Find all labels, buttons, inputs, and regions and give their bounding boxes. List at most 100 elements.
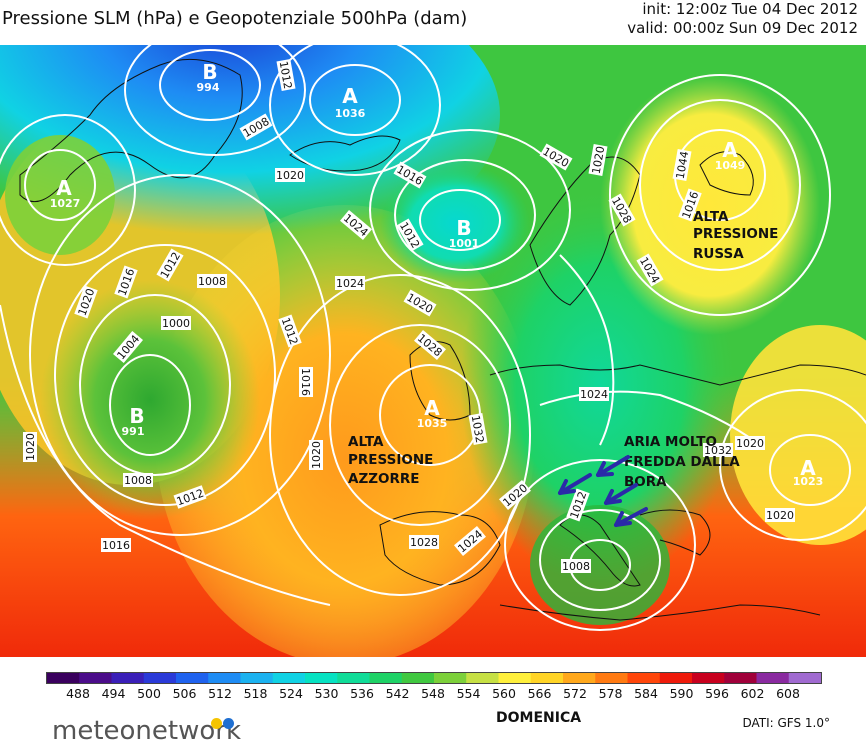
color-swatch — [305, 673, 338, 683]
svg-text:FREDDA DALLA: FREDDA DALLA — [624, 454, 740, 470]
isobar-label: 1020 — [24, 433, 37, 461]
arrow-icon — [604, 483, 638, 505]
isobar-label: 1032 — [469, 414, 487, 444]
color-swatch — [756, 673, 790, 683]
isobar-label: 1032 — [704, 444, 732, 457]
isobar-label: 1020 — [310, 441, 323, 469]
valid-time: valid: 00:00z Sun 09 Dec 2012 — [627, 19, 858, 37]
isobar-label: 1020 — [276, 169, 304, 182]
svg-text:RUSSA: RUSSA — [693, 246, 744, 262]
annotations: ALTA PRESSIONE RUSSA ALTA PRESSIONE AZZO… — [348, 209, 778, 490]
color-tick-label: 566 — [527, 686, 552, 701]
svg-text:A: A — [342, 84, 358, 108]
svg-text:PRESSIONE: PRESSIONE — [693, 226, 778, 242]
color-swatch — [337, 673, 370, 683]
color-swatch — [498, 673, 532, 683]
color-tick-label: 590 — [669, 686, 694, 701]
color-tick-label: 518 — [243, 686, 268, 701]
svg-text:1027: 1027 — [50, 197, 81, 210]
color-scale-ticks: 488 494 500 506 512 518 524 530 536 542 548 554 560 5… — [46, 686, 820, 702]
svg-text:1036: 1036 — [335, 107, 366, 120]
color-tick-label: 608 — [776, 686, 800, 701]
color-tick-label: 488 — [66, 686, 90, 701]
isobar-label: 1020 — [736, 437, 764, 450]
svg-text:AZZORRE: AZZORRE — [348, 471, 420, 487]
svg-text:ARIA MOLTO: ARIA MOLTO — [624, 434, 717, 450]
svg-text:994: 994 — [197, 81, 220, 94]
annotation-azores: ALTA PRESSIONE AZZORRE — [348, 434, 433, 487]
isobar-label: 1016 — [102, 539, 130, 552]
isobar-label: 1000 — [162, 317, 190, 330]
init-time: init: 12:00z Tue 04 Dec 2012 — [642, 0, 858, 18]
isobar-label: 1044 — [674, 150, 692, 180]
isobar-label: 1008 — [562, 560, 590, 573]
color-swatch — [627, 673, 661, 683]
color-tick-label: 560 — [492, 686, 516, 701]
isobar-label: 1024 — [580, 388, 608, 401]
color-swatch — [176, 673, 209, 683]
color-swatch — [466, 673, 499, 683]
color-swatch — [369, 673, 403, 683]
color-tick-label: 524 — [279, 686, 303, 701]
brand-logo: meteonetwork — [52, 716, 242, 746]
brand-dot-blue — [223, 718, 234, 729]
color-tick-label: 506 — [172, 686, 197, 701]
svg-text:B: B — [129, 404, 144, 428]
svg-text:1023: 1023 — [793, 475, 824, 488]
color-swatch — [401, 673, 435, 683]
arrow-icon — [596, 455, 630, 477]
color-tick-label: 602 — [740, 686, 765, 701]
svg-text:1001: 1001 — [449, 237, 480, 250]
color-tick-label: 536 — [350, 686, 374, 701]
arrow-icon — [558, 473, 592, 495]
svg-text:A: A — [800, 456, 816, 480]
bora-arrows — [558, 455, 648, 527]
svg-text:1035: 1035 — [417, 417, 448, 430]
brand-dot-yellow — [211, 718, 222, 729]
day-label: DOMENICA — [496, 710, 582, 726]
map-title: Pressione SLM (hPa) e Geopotenziale 500h… — [2, 8, 468, 29]
svg-text:ALTA: ALTA — [348, 434, 384, 450]
svg-text:A: A — [722, 138, 738, 162]
svg-text:1049: 1049 — [715, 159, 746, 172]
color-tick-label: 500 — [137, 686, 161, 701]
color-swatch — [563, 673, 596, 683]
svg-text:991: 991 — [122, 425, 145, 438]
color-swatch — [143, 673, 177, 683]
isobar-label: 1008 — [198, 275, 226, 288]
color-tick-label: 554 — [456, 686, 481, 701]
arrow-icon — [614, 507, 648, 527]
isobars — [0, 45, 866, 631]
isobar-label: 1008 — [124, 474, 152, 487]
isobar-label: 1020 — [766, 509, 794, 522]
color-tick-label: 584 — [634, 686, 658, 701]
color-swatch — [79, 673, 112, 683]
color-swatch — [788, 673, 821, 683]
weather-map: 1012 1008 1020 1024 1016 1012 1020 1016 … — [0, 45, 866, 657]
color-tick-label: 512 — [208, 686, 232, 701]
isobar-label: 1020 — [590, 145, 608, 175]
svg-text:B: B — [456, 216, 471, 240]
run-info: init: 12:00z Tue 04 Dec 2012 valid: 00:0… — [627, 0, 858, 38]
color-swatch — [659, 673, 693, 683]
color-swatch — [272, 673, 306, 683]
svg-text:A: A — [424, 396, 440, 420]
color-tick-label: 578 — [598, 686, 623, 701]
isobar-label: 1012 — [277, 60, 295, 90]
annotation-russia: ALTA PRESSIONE RUSSA — [693, 209, 778, 262]
color-swatch — [434, 673, 467, 683]
isobar-label: 1028 — [410, 536, 438, 549]
color-scale-bar — [46, 672, 822, 684]
color-swatch — [724, 673, 757, 683]
color-swatch — [111, 673, 145, 683]
svg-text:A: A — [56, 176, 72, 200]
color-tick-label: 596 — [705, 686, 729, 701]
color-swatch — [530, 673, 564, 683]
